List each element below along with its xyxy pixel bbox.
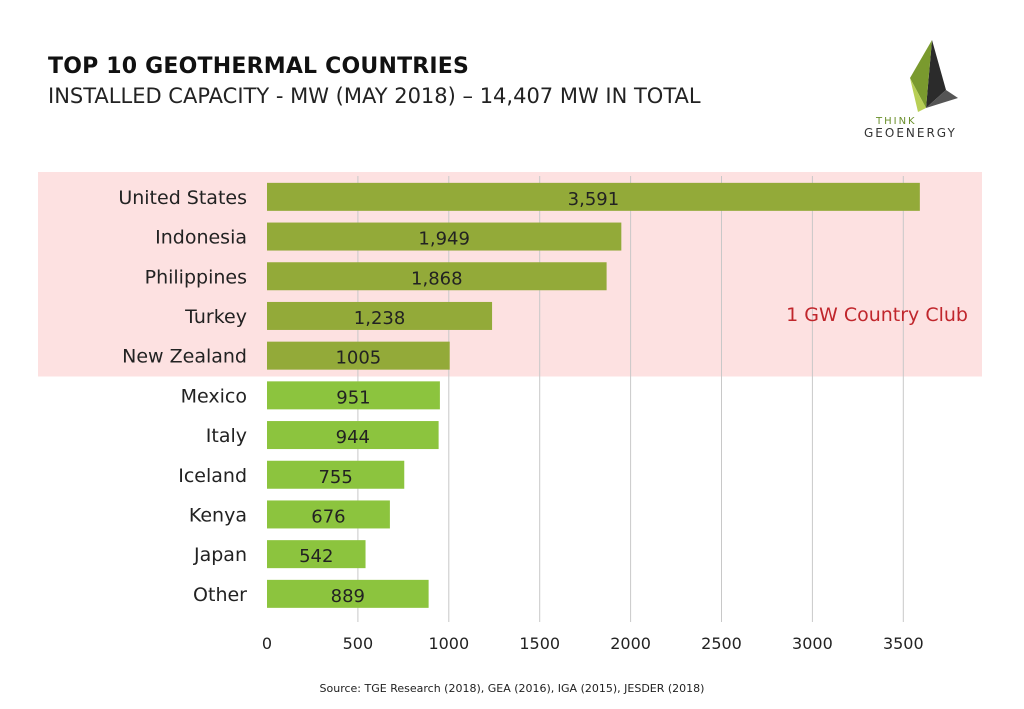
- category-label: Italy: [206, 425, 247, 447]
- x-tick-label: 3500: [883, 634, 924, 653]
- bar: [267, 500, 390, 529]
- data-label: 755: [318, 467, 352, 488]
- category-label: Indonesia: [155, 227, 247, 249]
- x-tick-label: 1000: [428, 634, 469, 653]
- category-label: Japan: [193, 544, 247, 566]
- data-label: 944: [336, 427, 370, 448]
- bar: [267, 341, 450, 370]
- category-label: Turkey: [184, 306, 247, 328]
- think-geoenergy-logo-icon: [910, 40, 958, 112]
- data-label: 1,949: [418, 229, 470, 250]
- logo-text-geoenergy: GEOENERGY: [864, 126, 957, 140]
- x-tick-label: 3000: [792, 634, 833, 653]
- category-label: New Zealand: [122, 346, 247, 368]
- bar: [267, 460, 405, 489]
- bar: [267, 301, 493, 330]
- data-label: 1,868: [411, 268, 463, 289]
- category-label: Kenya: [189, 504, 247, 526]
- bar: [267, 381, 440, 410]
- data-label: 676: [311, 506, 345, 527]
- chart-title: TOP 10 GEOTHERMAL COUNTRIES: [48, 54, 470, 79]
- category-label: Philippines: [145, 266, 247, 288]
- category-label: Mexico: [181, 385, 247, 407]
- x-tick-label: 500: [343, 634, 374, 653]
- bar: [267, 540, 366, 569]
- highlight-label: 1 GW Country Club: [786, 304, 968, 326]
- x-tick-label: 0: [262, 634, 272, 653]
- data-label: 3,591: [568, 189, 620, 210]
- x-tick-label: 2500: [701, 634, 742, 653]
- bar: [267, 222, 622, 251]
- data-label: 1,238: [354, 308, 406, 329]
- category-label: Other: [193, 584, 247, 606]
- category-label: Iceland: [178, 465, 247, 487]
- bar: [267, 262, 607, 291]
- chart-subtitle: INSTALLED CAPACITY - MW (MAY 2018) – 14,…: [48, 84, 701, 108]
- x-tick-label: 1500: [519, 634, 560, 653]
- bar: [267, 579, 429, 608]
- source-note: Source: TGE Research (2018), GEA (2016),…: [319, 682, 705, 695]
- bar: [267, 182, 920, 211]
- data-label: 1005: [335, 348, 381, 369]
- data-label: 951: [336, 387, 370, 408]
- x-tick-label: 2000: [610, 634, 651, 653]
- bar: [267, 421, 439, 450]
- data-label: 889: [331, 586, 365, 607]
- logo-text-think: THINK: [876, 116, 917, 127]
- category-label: United States: [118, 187, 247, 209]
- data-label: 542: [299, 546, 333, 567]
